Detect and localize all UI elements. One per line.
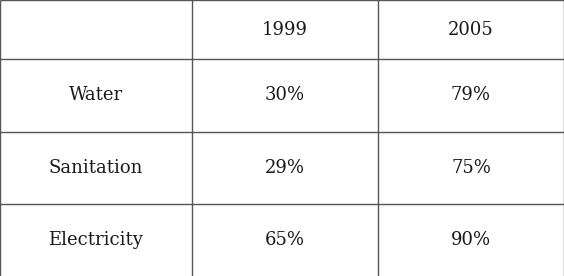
Text: Sanitation: Sanitation bbox=[49, 159, 143, 177]
Text: 30%: 30% bbox=[265, 86, 305, 104]
Text: Water: Water bbox=[69, 86, 123, 104]
Text: 65%: 65% bbox=[265, 231, 305, 249]
Text: 79%: 79% bbox=[451, 86, 491, 104]
Text: 75%: 75% bbox=[451, 159, 491, 177]
Text: 29%: 29% bbox=[265, 159, 305, 177]
Text: Electricity: Electricity bbox=[49, 231, 143, 249]
Text: 90%: 90% bbox=[451, 231, 491, 249]
Text: 1999: 1999 bbox=[262, 21, 308, 39]
Text: 2005: 2005 bbox=[448, 21, 494, 39]
